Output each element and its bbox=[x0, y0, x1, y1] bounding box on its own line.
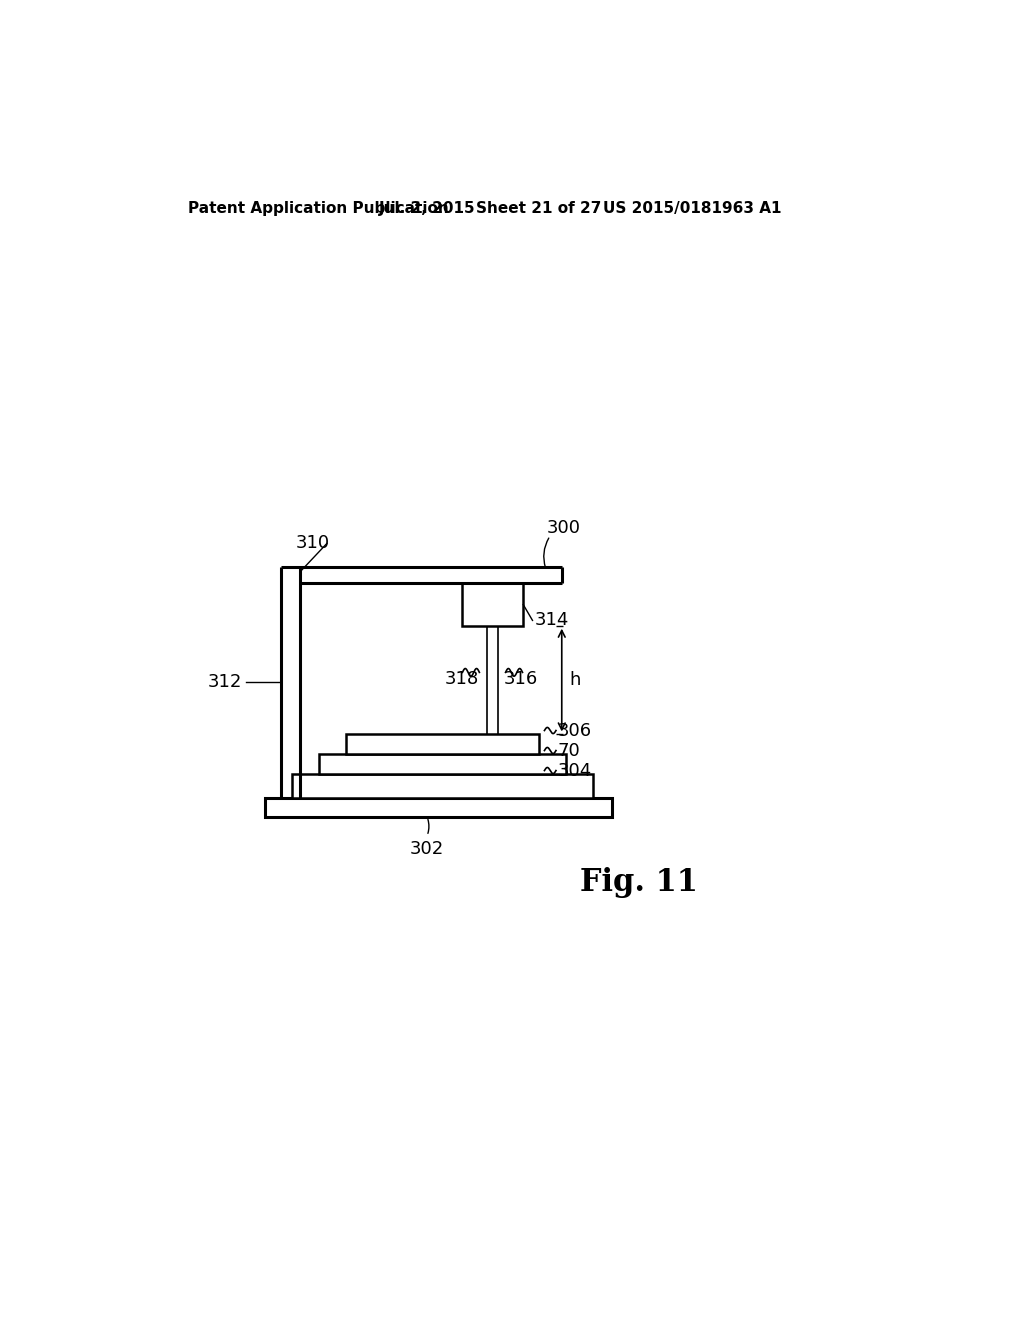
Text: 314: 314 bbox=[535, 611, 569, 630]
Text: Patent Application Publication: Patent Application Publication bbox=[188, 201, 450, 216]
Text: 318: 318 bbox=[444, 669, 478, 688]
Bar bbox=[462, 583, 523, 626]
Text: 312: 312 bbox=[208, 673, 243, 690]
Bar bbox=[346, 734, 539, 755]
Text: US 2015/0181963 A1: US 2015/0181963 A1 bbox=[603, 201, 782, 216]
Text: Sheet 21 of 27: Sheet 21 of 27 bbox=[476, 201, 601, 216]
Bar bbox=[319, 755, 565, 775]
Bar bbox=[265, 797, 611, 817]
Text: h: h bbox=[569, 671, 581, 689]
Text: 302: 302 bbox=[410, 840, 444, 858]
Text: 306: 306 bbox=[558, 722, 592, 739]
Text: 304: 304 bbox=[558, 762, 592, 780]
Bar bbox=[292, 775, 593, 797]
Text: Fig. 11: Fig. 11 bbox=[580, 867, 697, 898]
Text: 70: 70 bbox=[558, 742, 581, 759]
Text: 300: 300 bbox=[547, 519, 581, 537]
Text: 316: 316 bbox=[504, 669, 539, 688]
Text: Jul. 2, 2015: Jul. 2, 2015 bbox=[379, 201, 475, 216]
Text: 310: 310 bbox=[296, 535, 330, 552]
